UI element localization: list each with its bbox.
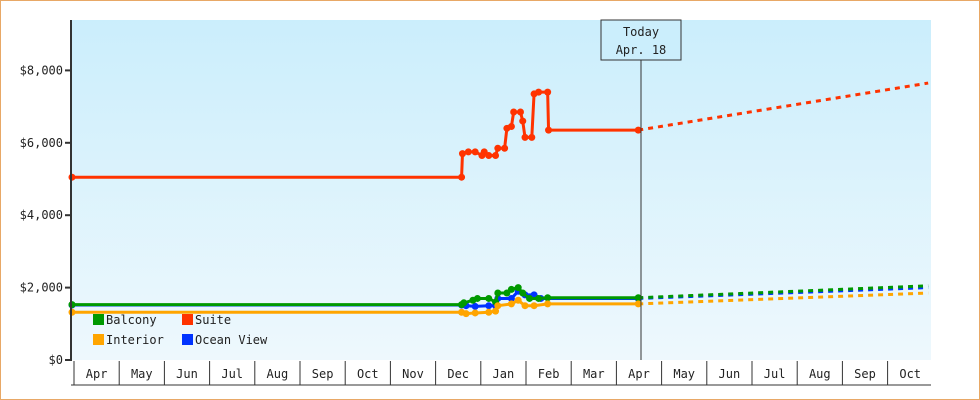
data-point[interactable] <box>510 108 518 116</box>
data-point[interactable] <box>462 310 470 318</box>
data-point[interactable] <box>494 302 502 310</box>
data-point[interactable] <box>535 88 543 96</box>
x-axis: Apr May Jun Jul Aug Sep Oct Nov Dec Jan Feb Mar Apr M… <box>71 361 931 386</box>
data-point[interactable] <box>519 117 527 125</box>
x-tick-label: Jul <box>221 367 243 381</box>
data-point[interactable] <box>494 289 502 297</box>
x-tick-label: Oct <box>357 367 379 381</box>
data-point[interactable] <box>501 144 509 152</box>
data-point[interactable] <box>519 289 527 297</box>
data-point[interactable] <box>514 284 522 292</box>
x-tick-label: Dec <box>447 367 469 381</box>
data-point[interactable] <box>521 302 529 310</box>
data-point[interactable] <box>471 309 479 317</box>
x-tick-label: Mar <box>583 367 605 381</box>
x-tick-label: May <box>131 367 153 381</box>
data-point[interactable] <box>460 299 468 307</box>
data-point[interactable] <box>492 151 500 159</box>
forecast-line <box>638 284 929 300</box>
data-point[interactable] <box>507 285 515 293</box>
legend-swatch <box>93 334 104 345</box>
data-point[interactable] <box>485 294 493 302</box>
forecast-line <box>638 81 929 132</box>
x-tick-label: Feb <box>538 367 560 381</box>
legend-label[interactable]: Balcony <box>106 313 157 327</box>
data-point[interactable] <box>485 151 493 159</box>
forecast-line <box>638 286 929 300</box>
data-point[interactable] <box>458 173 466 181</box>
y-tick-label: $6,000 <box>20 136 63 150</box>
series-layer <box>68 81 929 318</box>
data-point[interactable] <box>521 133 529 141</box>
data-point[interactable] <box>544 88 552 96</box>
series-line <box>72 285 639 307</box>
data-point[interactable] <box>544 300 552 308</box>
x-tick-label: Jun <box>176 367 198 381</box>
data-point[interactable] <box>545 126 553 134</box>
y-axis: $0 $2,000 $4,000 $6,000 $8,000 <box>20 20 72 367</box>
legend-swatch <box>93 314 104 325</box>
x-tick-label: Aug <box>267 367 289 381</box>
today-date: Apr. 18 <box>616 43 667 57</box>
legend: Balcony Suite Interior Ocean View <box>93 313 268 347</box>
legend-label[interactable]: Suite <box>195 313 231 327</box>
x-tick-label: Apr <box>628 367 650 381</box>
x-tick-label: Sep <box>854 367 876 381</box>
legend-swatch <box>182 314 193 325</box>
data-point[interactable] <box>473 294 481 302</box>
data-point[interactable] <box>507 123 515 131</box>
today-label: Today <box>623 25 659 39</box>
plot-area <box>72 20 931 360</box>
data-point[interactable] <box>544 294 552 302</box>
data-point[interactable] <box>507 294 515 302</box>
x-tick-label: May <box>673 367 695 381</box>
data-point[interactable] <box>492 307 500 315</box>
legend-label[interactable]: Interior <box>106 333 164 347</box>
data-point[interactable] <box>485 302 493 310</box>
y-tick-label: $0 <box>49 353 63 367</box>
today-marker: Today Apr. 18 <box>600 19 682 360</box>
x-tick-label: Jul <box>764 367 786 381</box>
data-point[interactable] <box>464 148 472 156</box>
y-tick-label: $2,000 <box>20 281 63 295</box>
data-point[interactable] <box>458 150 466 158</box>
data-point[interactable] <box>526 294 534 302</box>
x-tick-label: Jun <box>719 367 741 381</box>
data-point[interactable] <box>485 308 493 316</box>
data-point[interactable] <box>528 133 536 141</box>
x-tick-label: Nov <box>402 367 424 381</box>
data-point[interactable] <box>507 300 515 308</box>
data-point[interactable] <box>494 144 502 152</box>
data-point[interactable] <box>471 302 479 310</box>
x-tick-label: Oct <box>899 367 921 381</box>
legend-swatch <box>182 334 193 345</box>
data-point[interactable] <box>514 296 522 304</box>
x-tick-label: Jan <box>493 367 515 381</box>
x-tick-label: Apr <box>86 367 108 381</box>
data-point[interactable] <box>535 294 543 302</box>
data-point[interactable] <box>516 108 524 116</box>
x-tick-label: Sep <box>312 367 334 381</box>
y-tick-label: $4,000 <box>20 208 63 222</box>
data-point[interactable] <box>471 148 479 156</box>
forecast-line <box>638 291 929 306</box>
legend-label[interactable]: Ocean View <box>195 333 268 347</box>
data-point[interactable] <box>530 302 538 310</box>
y-tick-label: $8,000 <box>20 63 63 77</box>
x-tick-label: Aug <box>809 367 831 381</box>
